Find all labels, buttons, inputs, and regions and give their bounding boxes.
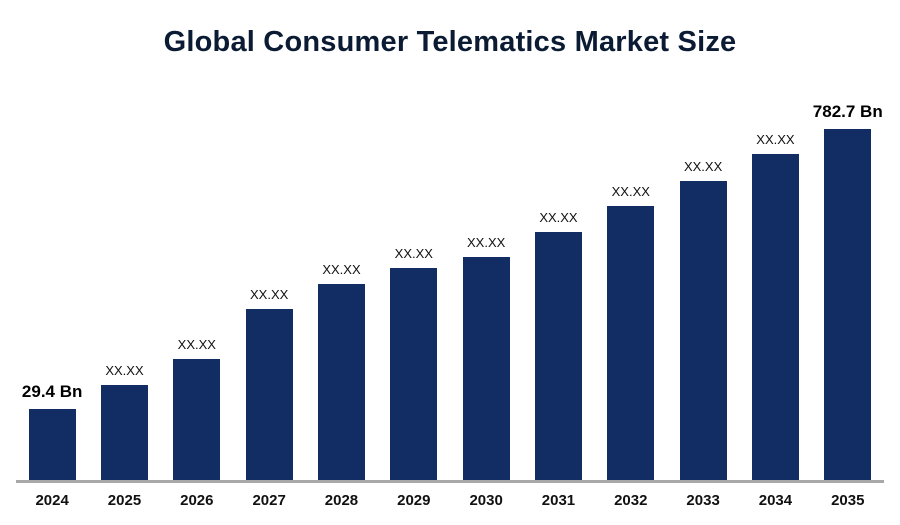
bar-column: XX.XX	[378, 246, 450, 480]
bar-value-label: XX.XX	[105, 363, 144, 378]
bar-column: XX.XX	[739, 132, 811, 480]
x-axis-tick-label: 2027	[252, 492, 286, 509]
bar-value-label: XX.XX	[683, 159, 723, 174]
bar-value-label: 782.7 Bn	[812, 102, 883, 121]
bar	[534, 232, 582, 480]
x-axis-tick-label: 2024	[35, 492, 69, 509]
bar	[390, 268, 438, 480]
bar	[245, 309, 293, 480]
x-axis-tick-label: 2028	[324, 492, 359, 509]
bar-value-label: XX.XX	[322, 262, 361, 277]
x-axis-tick-label: 2026	[180, 492, 214, 509]
bar-value-label: XX.XX	[394, 246, 433, 261]
bar-column: XX.XX	[305, 262, 377, 480]
bar	[317, 284, 365, 480]
x-axis-tick-label: 2032	[614, 492, 648, 509]
bar-value-label: XX.XX	[250, 287, 289, 302]
bar-column: 782.7 Bn	[812, 102, 884, 480]
bar-column: XX.XX	[450, 235, 522, 480]
x-axis-tick-label: 2029	[397, 492, 431, 509]
x-axis-tick-label: 2030	[469, 492, 503, 509]
bar	[607, 206, 655, 480]
bar	[679, 181, 727, 480]
bar-column: XX.XX	[233, 287, 305, 480]
bar-value-label: XX.XX	[756, 132, 795, 147]
bar-column: XX.XX	[595, 184, 667, 480]
bar-value-label: XX.XX	[177, 337, 216, 352]
x-axis-tick-label: 2033	[686, 492, 720, 509]
bar-value-label: XX.XX	[539, 210, 578, 225]
chart-title: Global Consumer Telematics Market Size	[163, 26, 737, 58]
bar	[28, 409, 76, 480]
x-axis-tick-label: 2035	[831, 492, 865, 509]
bar-column: XX.XX	[667, 159, 739, 480]
plot-area: 29.4 Bn XX.XX XX.XX XX.XX XX.XX XX.XX XX.XX XX.…	[16, 88, 884, 509]
x-axis-tick-label: 2031	[541, 492, 576, 509]
bar	[100, 385, 148, 480]
bar-value-label: 29.4 Bn	[21, 382, 83, 401]
x-axis-tick-label: 2025	[107, 492, 142, 509]
bar-value-label: XX.XX	[466, 235, 506, 250]
bar	[824, 129, 872, 480]
bar	[751, 154, 799, 480]
x-axis-tick-label: 2034	[758, 492, 793, 509]
bar	[173, 359, 221, 480]
bar-column: 29.4 Bn	[16, 382, 88, 480]
x-axis-line	[16, 480, 884, 483]
bars-row: 29.4 Bn XX.XX XX.XX XX.XX XX.XX XX.XX XX.XX XX.…	[16, 88, 884, 480]
x-axis-labels: 2024 2025 2026 2027 2028 2029 2030 2031 2032 2033…	[16, 483, 884, 509]
bar-column: XX.XX	[161, 337, 233, 480]
bar-column: XX.XX	[88, 363, 160, 480]
bar-value-label: XX.XX	[611, 184, 650, 199]
bar	[462, 257, 510, 480]
bar-column: XX.XX	[522, 210, 594, 480]
